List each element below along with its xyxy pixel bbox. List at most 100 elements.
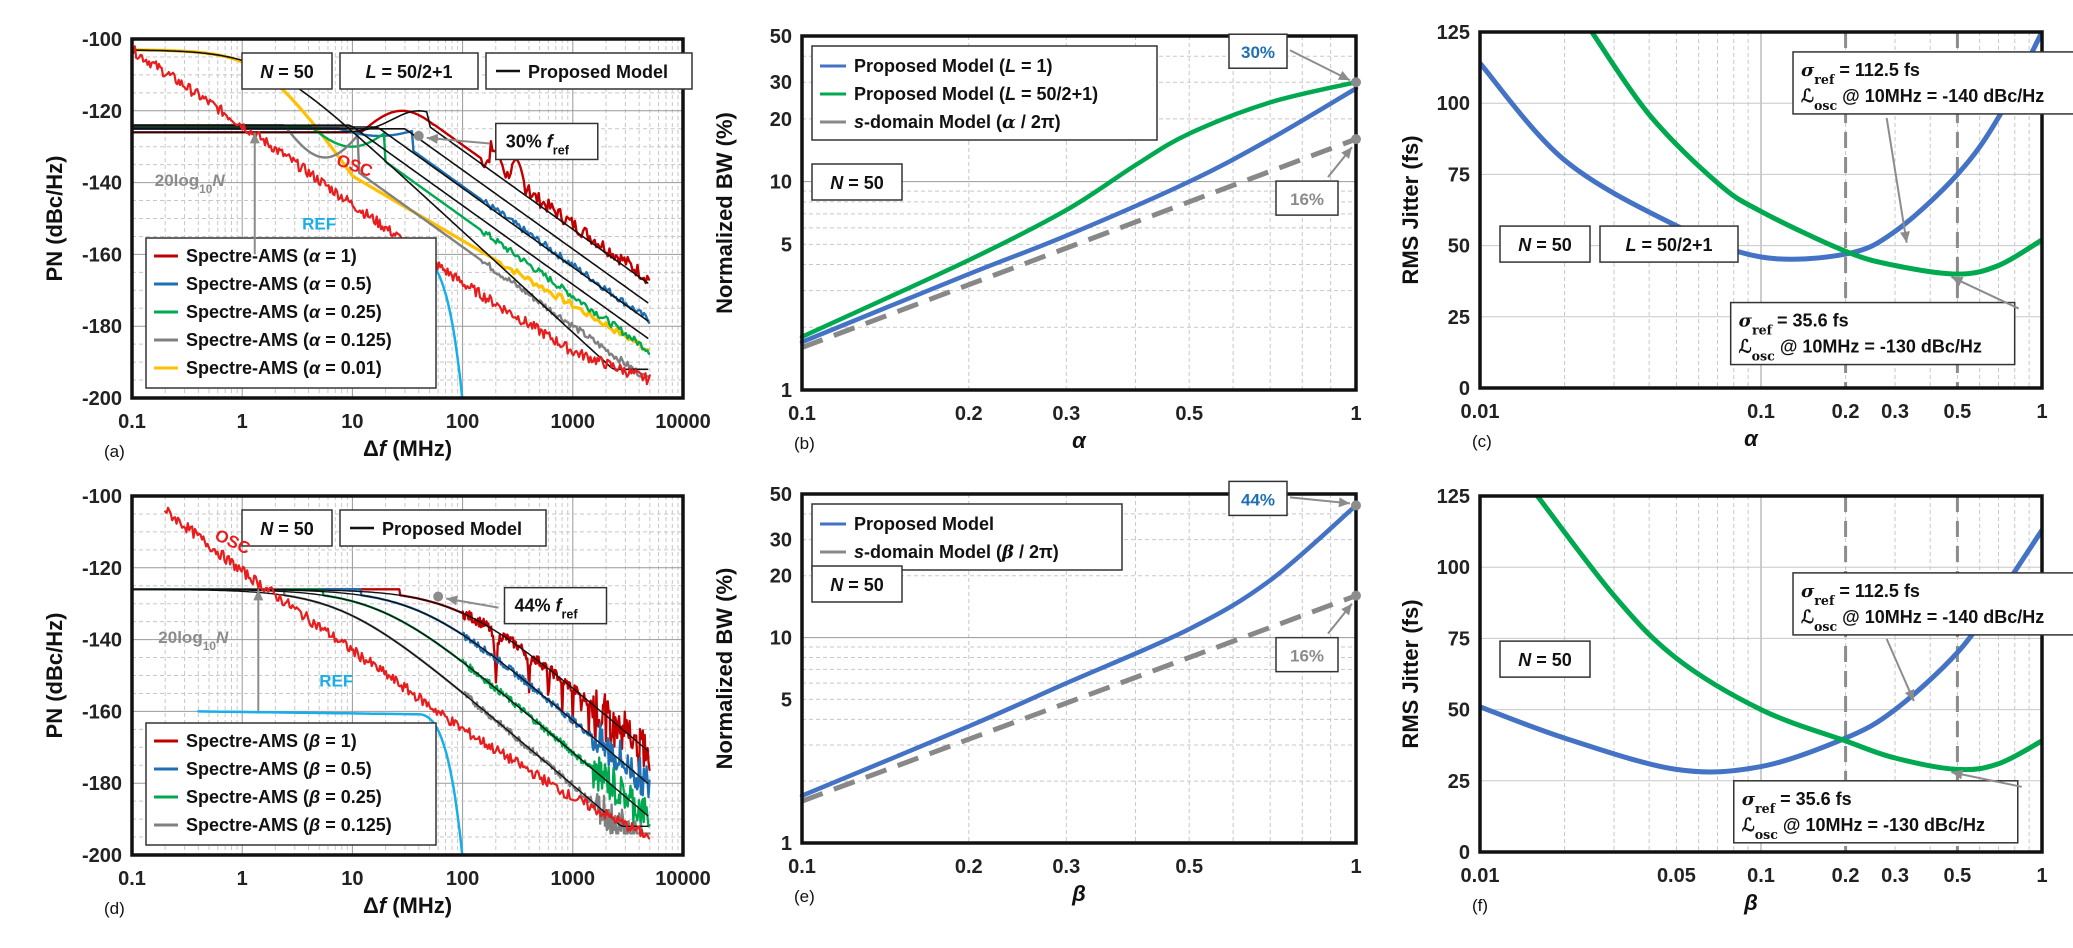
green-annotation-l: ℒosc @ 10MHz = -130 dBc/Hz [1742,815,1985,842]
green-annotation-l: ℒosc @ 10MHz = -130 dBc/Hz [1739,337,1982,364]
gain-label: 20log10N [155,171,226,196]
panel-label: (f) [1472,896,1488,915]
param-box [1499,225,1591,263]
x-tick-label: 0.3 [1052,403,1080,425]
x-axis-label: Δf (MHz) [363,893,452,918]
legend-entry: Proposed Model (L = 1) [854,56,1053,76]
x-tick-label: 10 [341,411,363,433]
y-axis-label: RMS Jitter (fs) [1398,599,1423,748]
top-marker [1351,77,1361,88]
x-axis-label: α [1072,428,1087,453]
y-tick-label: 50 [770,26,792,48]
osc-line [130,45,651,386]
x-tick-label: 0.1 [118,411,146,433]
legend-box [485,52,693,90]
series-group [130,45,651,400]
x-tick-label: 1 [237,868,248,890]
y-axis-label: PN (dBc/Hz) [42,156,67,282]
x-tick-label: 1 [237,411,248,433]
x-tick-label: 0.5 [1944,401,1972,423]
x-tick-label: 0.2 [1832,865,1860,887]
series-line-0 [799,503,1359,798]
x-tick-label: 0.3 [1881,401,1909,423]
param-box [1499,640,1591,678]
y-tick-label: -100 [82,486,122,508]
y-tick-label: -200 [82,845,122,867]
proposed-model-line-3 [131,126,649,322]
param-box [811,163,903,201]
peak-arrow [445,595,499,609]
chart-e: 1 5 10 20 30 50 0.1 0.2 0.3 0.5 1 β Normalized BW (%… [712,480,1362,906]
x-tick-label: 0.01 [1461,865,1500,887]
y-tick-label: 5 [781,689,792,711]
x-tick-label: 0.2 [1832,401,1860,423]
y-tick-label: 5 [781,234,792,256]
y-axis-label: PN (dBc/Hz) [42,613,67,739]
y-axis-label: Normalized BW (%) [712,112,737,314]
peak-box [495,122,599,161]
x-tick-label: 0.3 [1052,856,1080,878]
plot-frame [130,494,685,857]
dash-label: 16% [1290,190,1324,209]
x-tick-label: 0.1 [1747,865,1775,887]
x-tick-label: 100 [446,411,479,433]
y-tick-label: 25 [1448,307,1470,329]
x-axis-label: α [1744,426,1759,451]
y-tick-label: 125 [1437,22,1470,44]
top-box [1228,33,1288,69]
x-tick-label: 0.5 [1944,865,1972,887]
y-tick-label: 0 [1459,842,1470,864]
dash-box [1275,636,1339,673]
y-axis-label: Normalized BW (%) [712,568,737,770]
x-tick-label: 0.5 [1175,856,1203,878]
green-annotation [1733,780,2019,844]
x-tick-label: 10000 [655,411,711,433]
legend-box [339,509,547,547]
y-tick-label: -180 [82,773,122,795]
y-tick-label: 75 [1448,164,1470,186]
y-tick-label: 75 [1448,628,1470,650]
y-tick-label: -140 [82,630,122,652]
x-tick-label: 0.1 [118,868,146,890]
proposed-model-line-1 [131,110,649,284]
legend-entry: Spectre-AMS (β = 1) [186,731,357,751]
y-tick-label: 20 [770,109,792,131]
chart-c: 0 25 50 75 100 125 0.01 0.1 0.2 0.3 0.5 1 α RMS Jitte… [1398,22,2073,451]
y-tick-label: 30 [770,530,792,552]
param-box-label: N = 50 [830,575,884,595]
plot-frame [1478,30,2044,390]
legend-box [241,52,333,90]
legend-entry: Spectre-AMS (α = 0.5) [186,274,372,294]
series-group [130,506,651,857]
peak-marker [413,130,424,141]
top-arrow [1289,49,1351,82]
blue-annotation-l: ℒosc @ 10MHz = -140 dBc/Hz [1801,607,2044,634]
x-tick-label: 0.05 [1657,865,1696,887]
x-tick-label: 100 [446,868,479,890]
green-arrow [1950,276,2020,310]
legend-entry: Proposed Model [854,514,994,534]
y-axis-label: RMS Jitter (fs) [1398,135,1423,284]
y-tick-label: 125 [1437,486,1470,508]
proposed-model-line-0 [131,49,649,371]
peak-label: 44% fref [514,596,578,622]
legend-entry: Spectre-AMS (α = 1) [186,246,357,266]
legend [811,45,1158,141]
x-tick-label: 0.3 [1881,865,1909,887]
panel-label: (a) [104,442,125,461]
chart-f: 0 25 50 75 100 125 0.01 0.05 0.1 0.2 0.3 0.5 1 β RMS J… [1398,486,2073,915]
x-tick-label: 1 [1350,403,1361,425]
y-tick-label: -120 [82,558,122,580]
y-tick-label: 25 [1448,771,1470,793]
series-line-0 [1480,32,2042,262]
peak-arrow [426,133,490,145]
param-box [811,565,903,603]
top-marker [1351,500,1361,511]
proposed-model-label: Proposed Model [528,62,668,82]
param-box-label: N = 50 [1518,235,1572,255]
y-tick-label: -160 [82,244,122,266]
proposed-model-label: Proposed Model [382,519,522,539]
green-annotation [1729,301,2016,366]
param-box-label: N = 50 [830,173,884,193]
